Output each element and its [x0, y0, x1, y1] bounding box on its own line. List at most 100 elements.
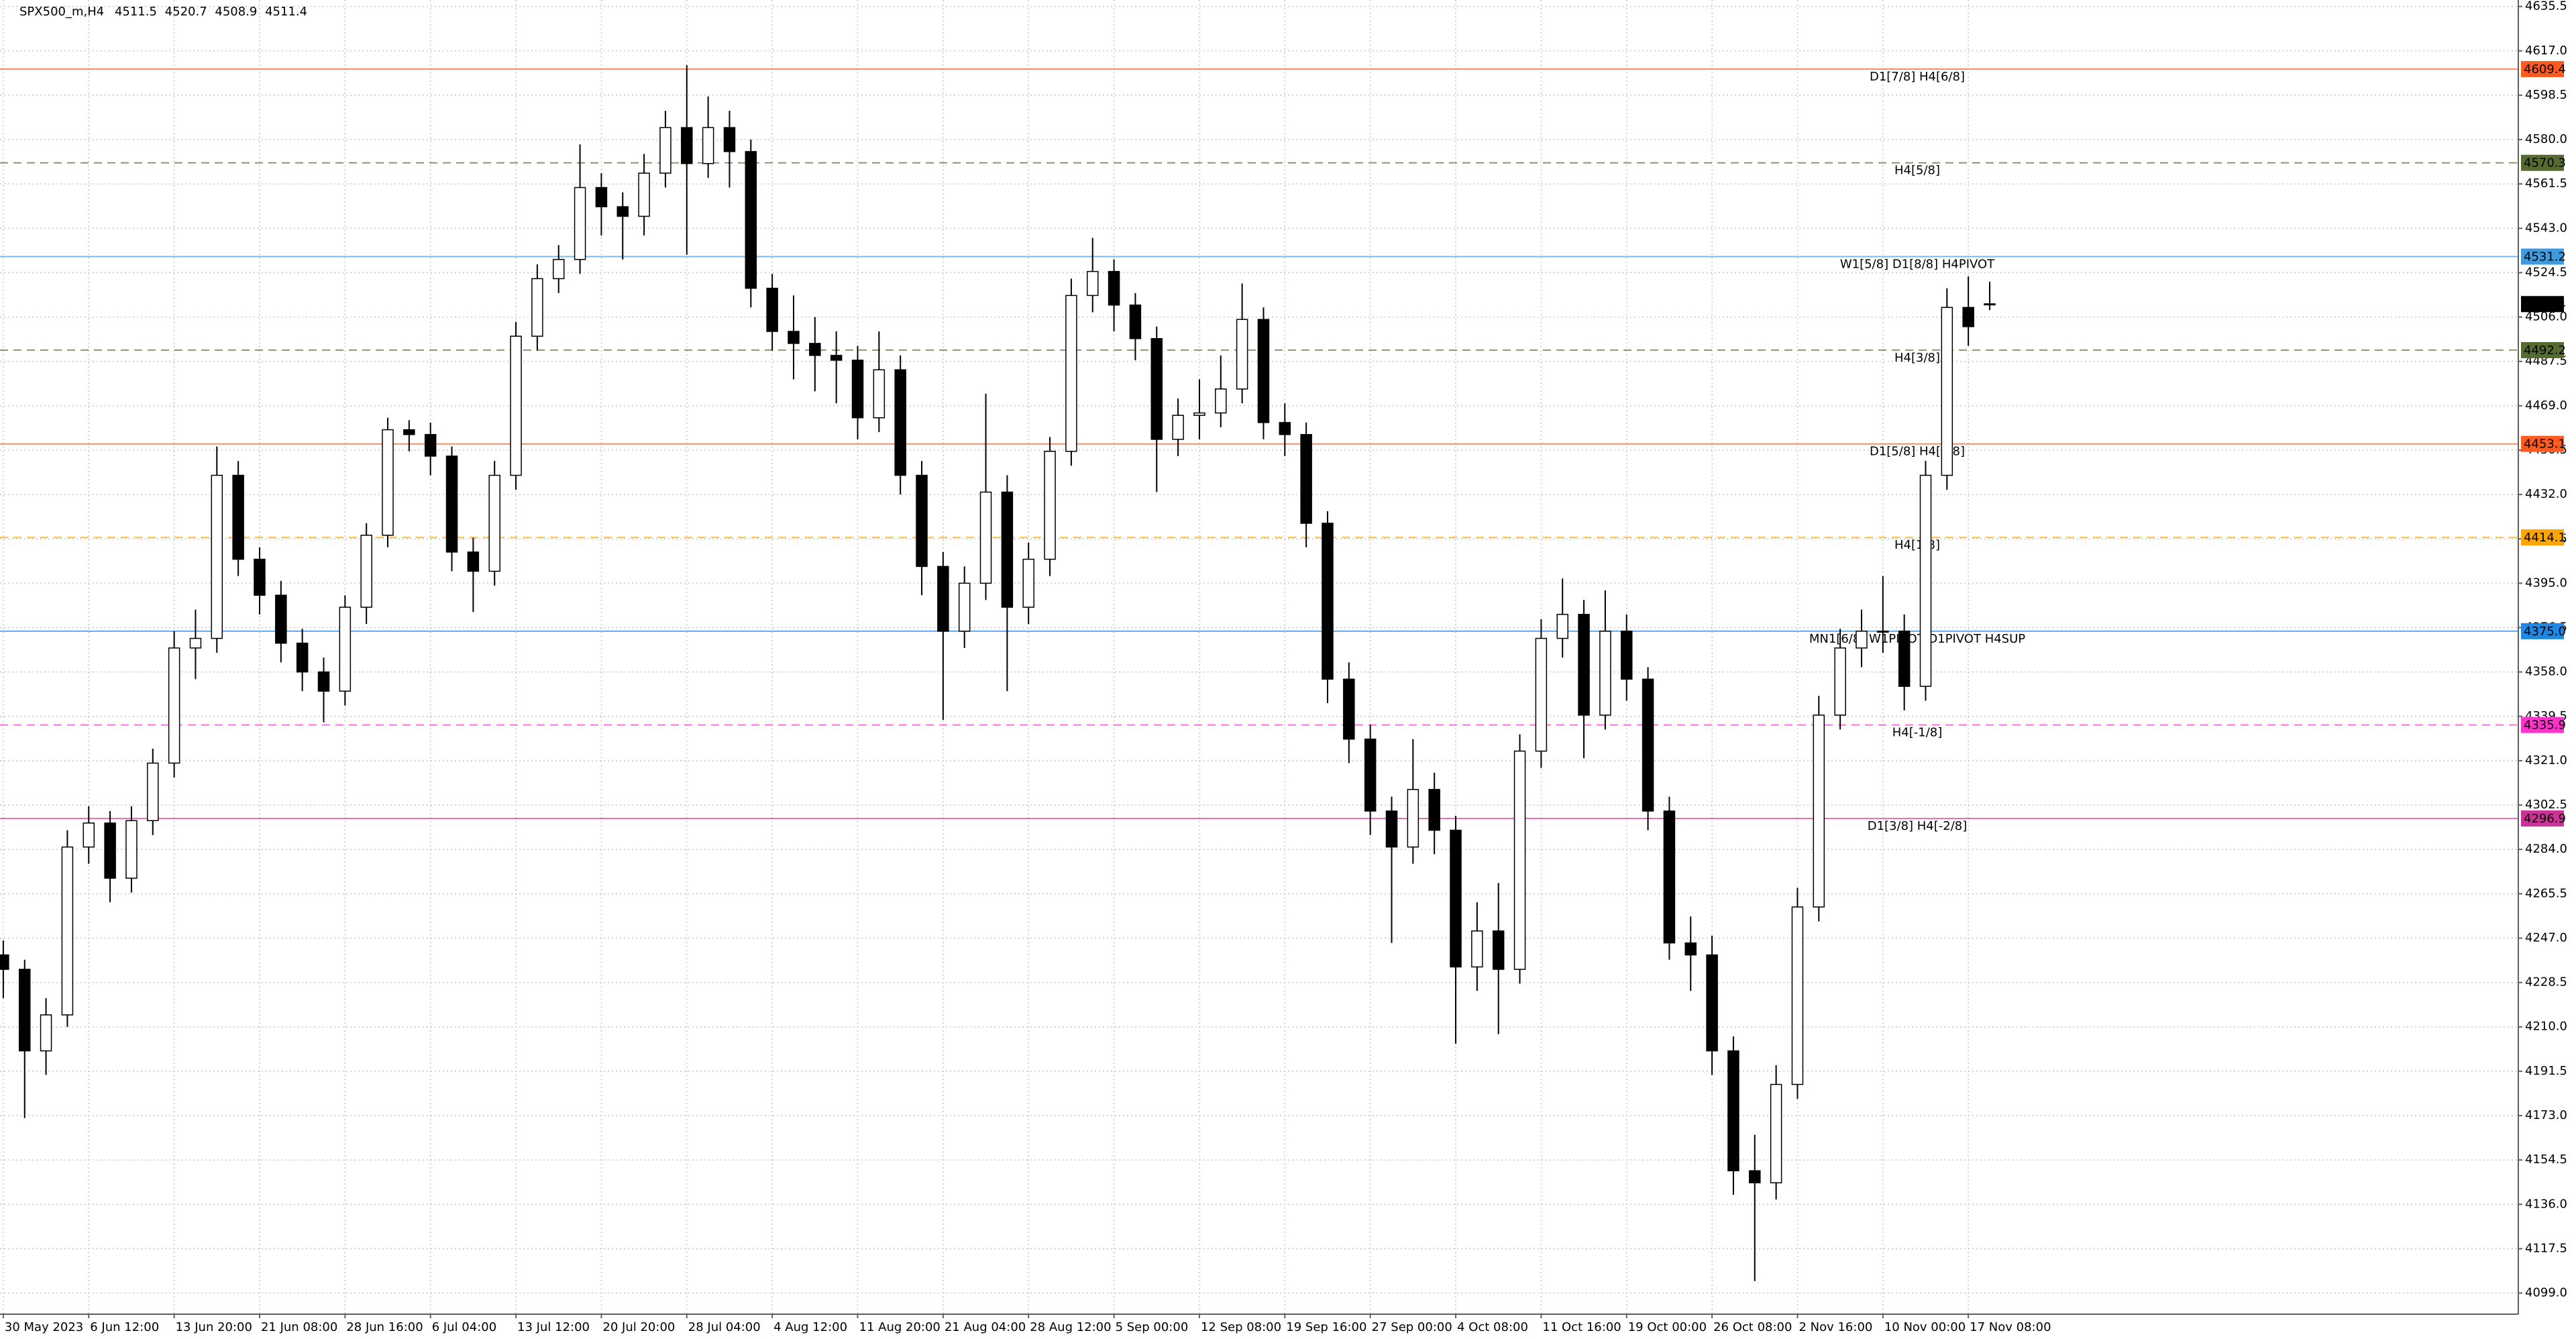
y-tick-label: 4580.0	[2525, 132, 2567, 146]
candle-body	[1322, 523, 1334, 680]
y-tick-label: 4210.0	[2525, 1020, 2567, 1034]
candle-body	[809, 343, 821, 356]
candle-body	[1108, 270, 1120, 306]
candle-body	[189, 637, 202, 649]
level-label: H4[1/8]	[1894, 538, 1940, 552]
x-tick-label: 10 Nov 00:00	[1884, 1320, 1966, 1334]
level-tag-label: 4335.9	[2524, 718, 2566, 733]
candle-body	[1535, 637, 1548, 752]
x-tick-label: 11 Aug 20:00	[859, 1320, 941, 1334]
candle-body	[659, 127, 672, 174]
symbol: SPX500_m,H4	[19, 5, 104, 19]
candle-body	[0, 954, 9, 970]
candle-body	[958, 582, 971, 632]
x-tick-label: 13 Jul 12:00	[517, 1320, 590, 1334]
level-tag	[2521, 810, 2564, 827]
candle-body	[595, 186, 608, 207]
candle-body	[1492, 930, 1505, 970]
level-tag-label: 4453.1	[2524, 437, 2566, 451]
candle-body	[360, 535, 372, 608]
y-tick-label: 4117.5	[2525, 1241, 2567, 1255]
level-label: MN1[6/8] W1PIVOT D1PIVOT H4SUP	[1809, 632, 2025, 646]
candle-body	[1791, 906, 1804, 1085]
candle-body	[1150, 338, 1163, 440]
candle-body	[317, 671, 330, 692]
last-low: 4508.9	[215, 5, 257, 19]
x-tick-label: 21 Jun 08:00	[261, 1320, 337, 1334]
candle-body	[254, 558, 266, 596]
candle-body	[788, 331, 800, 344]
candle-body	[745, 151, 757, 289]
candle-body	[1343, 678, 1355, 740]
candle-body	[1556, 614, 1568, 639]
candle-body	[1364, 739, 1377, 812]
x-tick-label: 20 Jul 20:00	[602, 1320, 675, 1334]
candle-body	[1407, 789, 1419, 848]
candle-body	[1727, 1050, 1739, 1171]
x-tick-label: 12 Sep 08:00	[1201, 1320, 1281, 1334]
x-tick-label: 6 Jun 12:00	[90, 1320, 159, 1334]
candle-body	[467, 551, 480, 572]
y-tick-label: 4284.0	[2525, 842, 2567, 856]
candle-body	[916, 474, 928, 568]
y-tick-label: 4099.0	[2525, 1286, 2567, 1300]
candle-body	[1086, 270, 1099, 297]
candle-body	[873, 369, 885, 419]
x-tick-label: 4 Oct 08:00	[1457, 1320, 1528, 1334]
candle-body	[125, 820, 138, 879]
level-label: W1[5/8] D1[8/8] H4PIVOT	[1840, 258, 1995, 272]
candle-body	[1941, 307, 1953, 476]
candle-body	[1919, 474, 1932, 687]
grid	[0, 0, 2518, 1314]
x-tick-label: 2 Nov 16:00	[1799, 1320, 1872, 1334]
price-tag	[2521, 296, 2564, 313]
y-tick-label: 4561.5	[2525, 176, 2567, 191]
candle-body	[18, 969, 31, 1052]
candle-body	[702, 127, 714, 164]
level-label: H4[5/8]	[1894, 164, 1940, 178]
candle-body	[1471, 930, 1483, 968]
candle-body	[1578, 614, 1590, 716]
level-tag	[2521, 435, 2564, 452]
candle-body	[723, 127, 736, 152]
candle-body	[275, 594, 287, 644]
level-tag	[2521, 154, 2564, 171]
x-tick-label: 11 Oct 16:00	[1542, 1320, 1621, 1334]
candle-body	[1877, 631, 1889, 633]
x-tick-label: 19 Oct 00:00	[1628, 1320, 1707, 1334]
level-tag-label: 4570.3	[2524, 156, 2566, 170]
candle-body	[510, 335, 522, 476]
candles	[0, 65, 1996, 1281]
candle-body	[232, 474, 244, 560]
y-tick-label: 4191.5	[2525, 1064, 2567, 1078]
y-tick-label: 4173.0	[2525, 1108, 2567, 1122]
level-tag	[2521, 60, 2564, 77]
x-tick-label: 28 Jul 04:00	[688, 1320, 761, 1334]
header: SPX500_m,H4 4511.5 4520.7 4508.9 4511.4	[19, 5, 307, 19]
candle-body	[1834, 647, 1846, 716]
last-high: 4520.7	[165, 5, 207, 19]
candle-body	[424, 434, 437, 457]
x-tick-label: 17 Nov 08:00	[1970, 1320, 2051, 1334]
price-tag-label: 4511.4	[2524, 297, 2566, 311]
y-tick-label: 4469.0	[2525, 398, 2567, 413]
x-tick-label: 28 Jun 16:00	[346, 1320, 423, 1334]
x-tick-label: 30 May 2023	[5, 1320, 83, 1334]
candle-body	[531, 278, 543, 337]
candle-body	[83, 822, 95, 848]
candle-body	[1620, 631, 1633, 680]
candle-body	[1663, 810, 1676, 944]
level-tag-label: 4492.2	[2524, 343, 2566, 358]
y-tick-label: 4228.5	[2525, 975, 2567, 989]
candle-body	[445, 456, 458, 553]
candle-body	[1044, 451, 1056, 560]
x-tick-label: 26 Oct 08:00	[1713, 1320, 1792, 1334]
level-label: D1[7/8] H4[6/8]	[1870, 70, 1965, 84]
candle-body	[1642, 678, 1654, 812]
level-tag-label: 4531.2	[2524, 250, 2566, 264]
candle-body	[1193, 412, 1205, 416]
levels: D1[7/8] H4[6/8] H4[5/8] W1[5/8] D1[8/8] H4…	[0, 68, 2518, 833]
candle-body	[894, 369, 906, 476]
y-tick-label: 4154.5	[2525, 1153, 2567, 1167]
candle-body	[1984, 303, 1996, 306]
